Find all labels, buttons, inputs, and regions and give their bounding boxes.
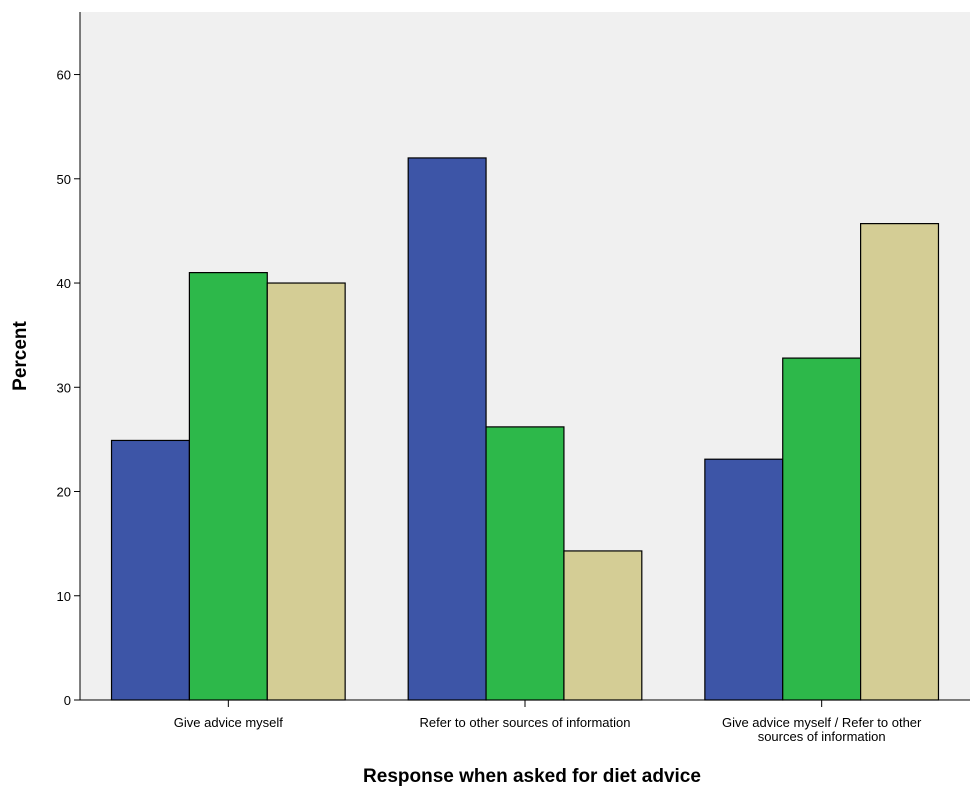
bar-cat3-series1 xyxy=(704,458,784,701)
bar-cat3-series2 xyxy=(782,357,862,701)
y-tick-label: 10 xyxy=(57,589,71,604)
bar-cat1-series1 xyxy=(110,439,190,701)
bar-cat1-series3 xyxy=(266,282,346,701)
y-tick-label: 30 xyxy=(57,380,71,395)
y-tick-label: 60 xyxy=(57,68,71,83)
bars-group xyxy=(110,157,940,701)
bar-cat1-series2 xyxy=(188,272,268,701)
y-tick-label: 0 xyxy=(64,693,71,708)
bar-cat2-series1 xyxy=(407,157,487,701)
x-category-label: Give advice myself xyxy=(174,715,283,730)
bar-cat2-series2 xyxy=(485,426,565,701)
x-category-label: Give advice myself / Refer to other sourc… xyxy=(722,715,922,744)
y-tick-label: 50 xyxy=(57,172,71,187)
x-axis-title: Response when asked for diet advice xyxy=(363,766,701,787)
x-category-label: Refer to other sources of information xyxy=(420,715,631,730)
bar-cat3-series3 xyxy=(860,223,940,701)
y-tick-label: 20 xyxy=(57,485,71,500)
bar-cat2-series3 xyxy=(563,550,643,701)
y-tick-label: 40 xyxy=(57,276,71,291)
y-axis-ticks: 0 10 20 30 40 50 60 xyxy=(57,68,80,708)
y-axis-title: Percent xyxy=(10,320,31,390)
x-axis-ticks: Give advice myself Refer to other sources… xyxy=(174,700,922,744)
